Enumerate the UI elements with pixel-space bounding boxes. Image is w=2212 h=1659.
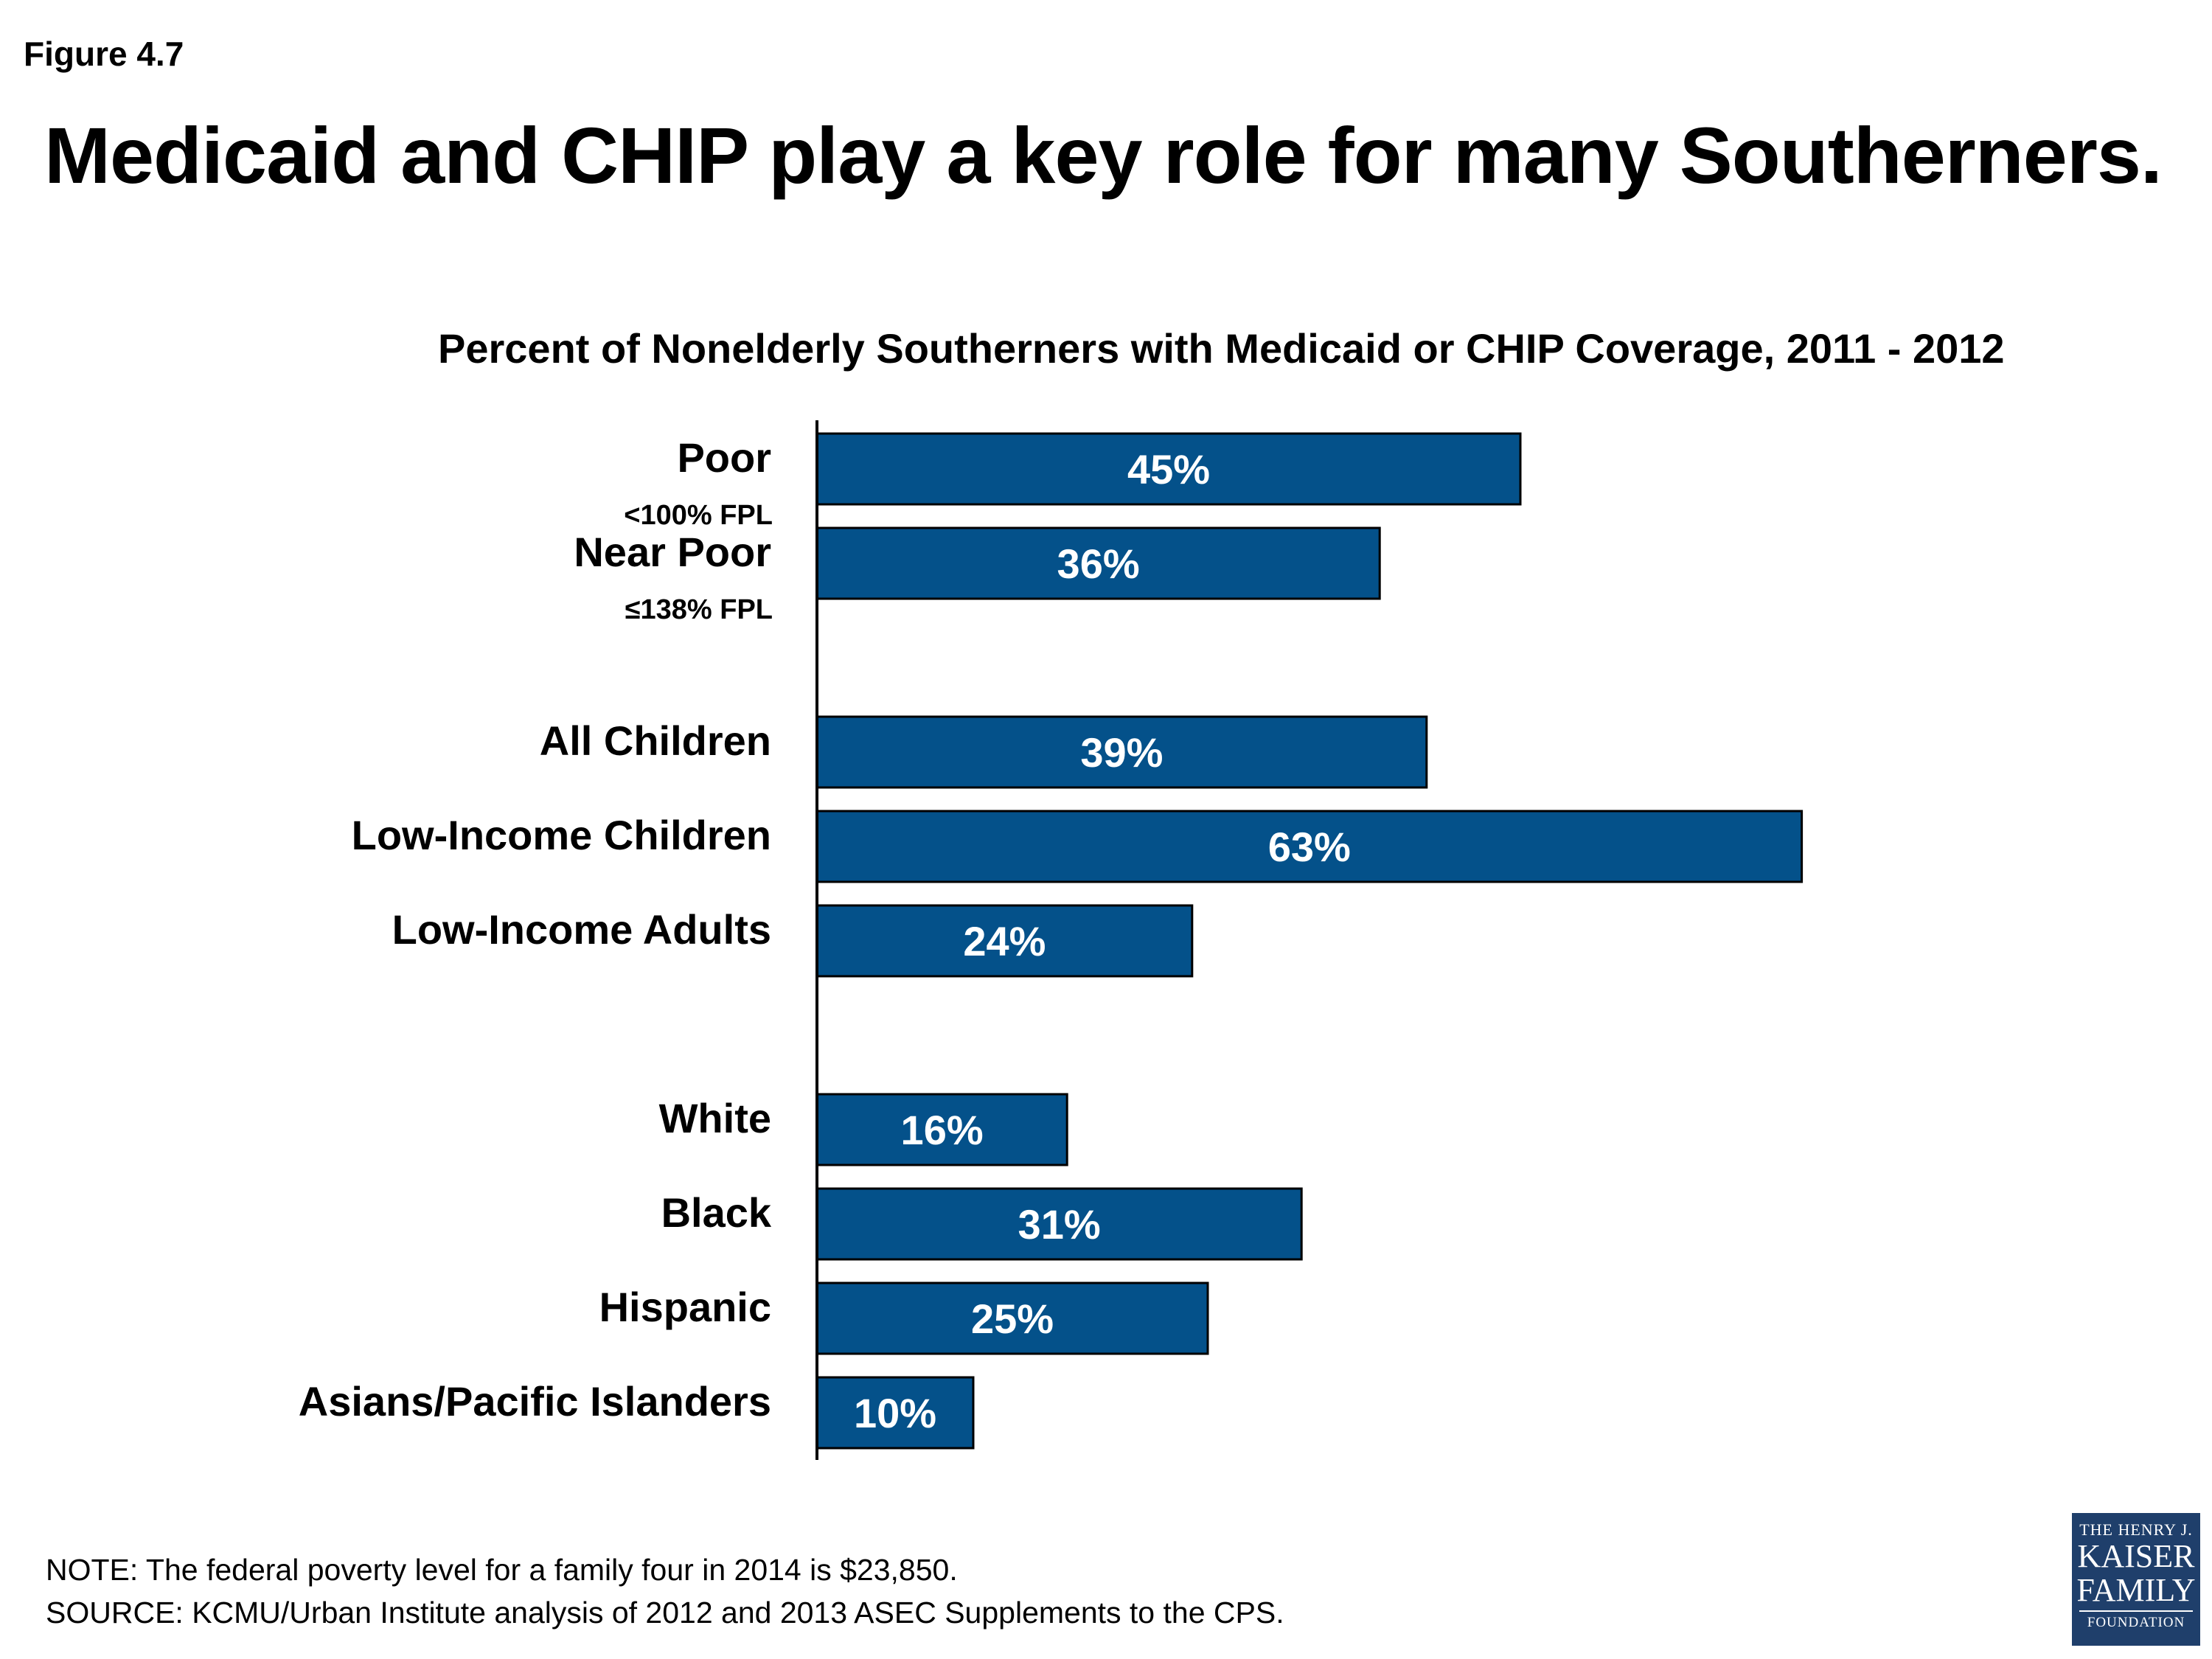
data-label-black: 31% (1018, 1201, 1101, 1248)
category-label-near-poor: Near Poor (574, 529, 771, 575)
bar-black (815, 1187, 1303, 1261)
category-sublabel-near-poor: ≤138% FPL (625, 594, 773, 625)
logo-line-1: THE HENRY J. (2079, 1520, 2193, 1539)
source-text: SOURCE: KCMU/Urban Institute analysis of… (46, 1596, 1284, 1630)
category-label-asians-pacific-islanders: Asians/Pacific Islanders (299, 1378, 771, 1425)
chart-title: Percent of Nonelderly Southerners with M… (438, 325, 2005, 372)
data-label-all-children: 39% (1080, 729, 1163, 776)
category-sublabel-poor: <100% FPL (624, 500, 773, 531)
bar-hispanic (815, 1281, 1209, 1355)
category-label-black: Black (661, 1189, 772, 1236)
bar-white (815, 1093, 1068, 1166)
logo-line-2: KAISER (2077, 1538, 2195, 1574)
data-label-asians-pacific-islanders: 10% (854, 1390, 936, 1436)
kaiser-family-foundation-logo: THE HENRY J. KAISER FAMILY FOUNDATION (2072, 1513, 2200, 1646)
note-text: NOTE: The federal poverty level for a fa… (46, 1553, 958, 1587)
category-label-poor: Poor (677, 434, 771, 481)
category-label-all-children: All Children (540, 717, 771, 764)
data-label-white: 16% (901, 1107, 984, 1153)
category-label-white: White (659, 1095, 771, 1141)
bar-all-children (815, 715, 1428, 789)
logo-line-3: FAMILY (2076, 1572, 2196, 1608)
category-label-low-income-children: Low-Income Children (352, 812, 771, 858)
category-label-low-income-adults: Low-Income Adults (392, 906, 771, 953)
logo-line-4: FOUNDATION (2079, 1610, 2193, 1632)
data-label-hispanic: 25% (971, 1295, 1054, 1342)
data-label-low-income-adults: 24% (963, 918, 1046, 964)
figure-label: Figure 4.7 (24, 35, 184, 73)
bar-low-income-adults (815, 904, 1194, 978)
bar-low-income-children (815, 810, 1804, 883)
page-title: Medicaid and CHIP play a key role for ma… (44, 111, 2163, 200)
data-label-poor: 45% (1127, 446, 1210, 493)
data-label-low-income-children: 63% (1268, 824, 1351, 870)
chart-notes: NOTE: The federal poverty level for a fa… (46, 1548, 1284, 1634)
bar-poor (815, 432, 1522, 506)
data-label-near-poor: 36% (1057, 540, 1140, 587)
category-label-hispanic: Hispanic (599, 1284, 771, 1330)
